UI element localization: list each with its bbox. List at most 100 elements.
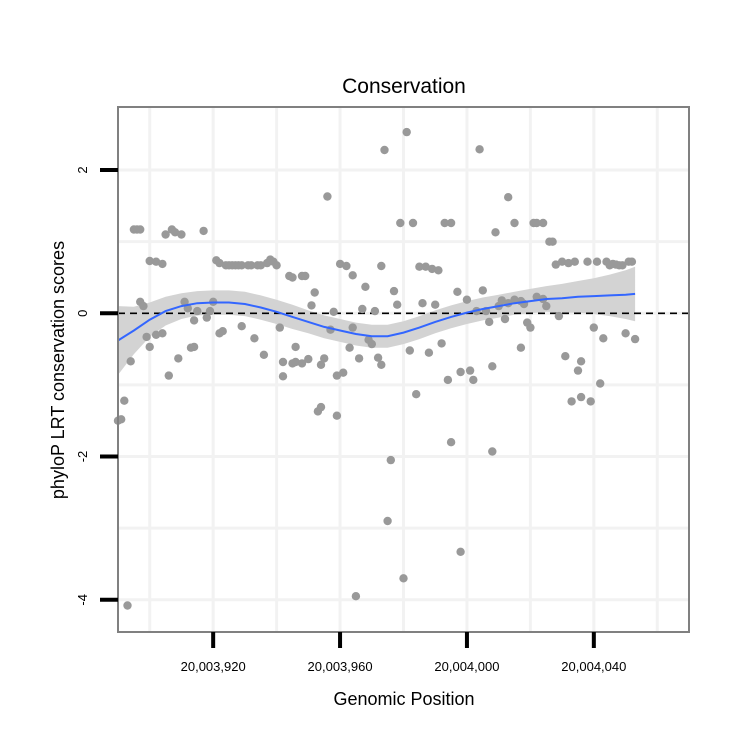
data-point (320, 354, 329, 363)
data-point (500, 314, 510, 324)
data-point (199, 226, 208, 236)
data-point (427, 264, 437, 274)
data-point (567, 397, 576, 406)
data-point (589, 323, 598, 332)
data-point (516, 343, 526, 352)
data-point (405, 346, 414, 355)
data-point (158, 259, 167, 269)
data-point (434, 266, 443, 275)
smooth-trend-line (117, 292, 636, 342)
data-point (202, 313, 211, 322)
data-point (497, 296, 506, 305)
data-point (393, 300, 402, 309)
data-point (475, 145, 484, 154)
data-point (564, 258, 573, 268)
data-point (332, 371, 342, 380)
data-point (247, 261, 256, 270)
data-point (367, 339, 376, 349)
data-point (532, 292, 541, 301)
chart-title: Conservation (342, 75, 466, 98)
data-point (339, 368, 348, 377)
data-point (180, 297, 189, 306)
data-point (237, 322, 246, 331)
data-point (424, 348, 434, 357)
data-point (396, 218, 405, 228)
data-point (158, 329, 167, 338)
data-point (193, 306, 202, 316)
data-point (278, 372, 288, 381)
data-point (370, 306, 380, 316)
data-point (599, 334, 608, 343)
data-point (304, 354, 313, 364)
x-tick-label: 20,003,920 (181, 659, 246, 674)
y-tick-label: -2 (75, 451, 90, 463)
data-point (297, 359, 307, 368)
data-point (126, 357, 135, 366)
data-point (488, 362, 497, 371)
data-point (215, 258, 224, 268)
data-point (627, 257, 637, 266)
data-point (389, 286, 399, 296)
data-point (383, 516, 392, 526)
data-point (573, 366, 583, 375)
data-point (431, 300, 440, 309)
data-point (446, 218, 456, 228)
data-point (145, 256, 154, 266)
data-point (421, 262, 430, 271)
data-point (136, 225, 145, 234)
data-point (557, 257, 567, 266)
data-point (345, 343, 354, 352)
data-point (250, 334, 259, 343)
data-point (377, 261, 386, 271)
data-point (570, 257, 579, 266)
data-point (510, 218, 519, 228)
data-point (592, 257, 602, 266)
data-point (151, 330, 161, 339)
data-point (469, 375, 478, 385)
data-point (332, 411, 342, 420)
data-point (301, 271, 310, 281)
data-point (443, 375, 453, 385)
data-point (478, 286, 487, 295)
data-point (485, 317, 494, 327)
data-point (348, 271, 357, 280)
data-point (316, 360, 326, 369)
data-point (415, 262, 424, 271)
data-point (361, 282, 370, 291)
y-tick-label: 0 (75, 310, 90, 317)
data-point (164, 371, 173, 380)
data-point (272, 261, 281, 270)
data-point (142, 332, 151, 342)
data-point (402, 127, 411, 137)
data-point (291, 357, 300, 367)
x-tick-label: 20,003,960 (308, 659, 373, 674)
data-point (377, 360, 386, 369)
data-point (504, 193, 513, 202)
data-point (237, 261, 246, 270)
data-point (412, 390, 421, 399)
y-tick-label: 2 (75, 166, 90, 173)
data-point (151, 257, 161, 266)
gridlines (118, 107, 689, 632)
data-point (551, 260, 560, 269)
data-point (526, 323, 535, 332)
x-tick-label: 20,004,040 (561, 659, 626, 674)
x-tick-label: 20,004,000 (434, 659, 499, 674)
data-point (117, 415, 126, 424)
data-point (380, 145, 389, 155)
data-point (488, 447, 497, 456)
data-point (275, 323, 284, 332)
data-point (440, 218, 449, 228)
data-point (329, 307, 338, 316)
data-point (259, 350, 269, 359)
data-point (618, 261, 627, 270)
data-point (373, 353, 383, 362)
data-point (542, 301, 551, 311)
data-point (446, 438, 456, 447)
data-point (437, 339, 446, 348)
data-point (342, 261, 351, 271)
data-point (456, 367, 465, 377)
data-point (189, 342, 199, 352)
data-point (174, 354, 183, 363)
y-axis-title: phyloP LRT conservation scores (48, 241, 68, 499)
